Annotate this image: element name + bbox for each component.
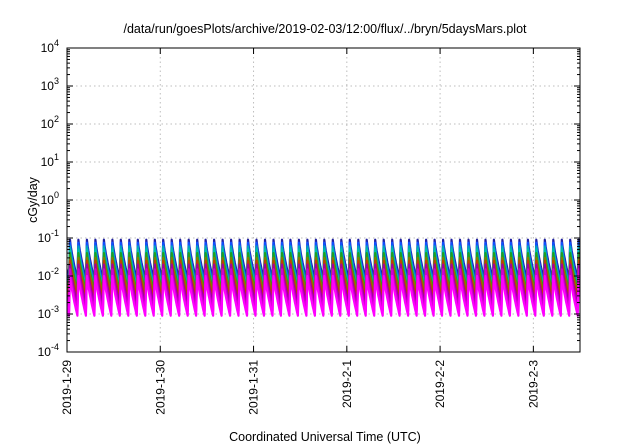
y-tick-exponent: 0 <box>54 190 59 200</box>
series-layer <box>67 238 580 317</box>
y-tick-mantissa: 10 <box>41 41 55 55</box>
y-tick-mantissa: 10 <box>41 155 55 169</box>
series-line <box>67 263 580 306</box>
y-tick-label: 102 <box>41 114 59 131</box>
x-tick-label: 2019-2-2 <box>433 360 447 408</box>
y-tick-mantissa: 10 <box>38 345 52 359</box>
x-tick-label: 2019-2-1 <box>340 360 354 408</box>
y-tick-mantissa: 10 <box>38 269 52 283</box>
y-tick-exponent: -3 <box>51 304 59 314</box>
y-tick-label: 104 <box>41 38 59 55</box>
x-tick-label: 2019-1-29 <box>60 360 74 415</box>
y-tick-label: 10-1 <box>38 228 59 245</box>
y-tick-label: 10-2 <box>38 266 59 283</box>
x-tick-label: 2019-1-30 <box>153 360 167 415</box>
y-tick-exponent: 3 <box>54 76 59 86</box>
y-tick-label: 103 <box>41 76 59 93</box>
x-tick-label: 2019-2-3 <box>526 360 540 408</box>
y-tick-label: 101 <box>41 152 59 169</box>
y-tick-exponent: -2 <box>51 266 59 276</box>
chart-title: /data/run/goesPlots/archive/2019-02-03/1… <box>123 22 527 36</box>
x-axis: 2019-1-29 2019-1-30 2019-1-31 2019-2-1 2019-… <box>60 48 540 415</box>
series-line <box>67 274 580 317</box>
y-tick-mantissa: 10 <box>38 307 52 321</box>
y-axis-label: cGy/day <box>26 176 40 223</box>
y-tick-mantissa: 10 <box>41 79 55 93</box>
y-tick-label: 100 <box>41 190 59 207</box>
y-tick-mantissa: 10 <box>38 231 52 245</box>
y-tick-exponent: 4 <box>54 38 59 48</box>
y-tick-mantissa: 10 <box>41 193 55 207</box>
y-tick-label: 10-4 <box>38 342 59 359</box>
y-tick-mantissa: 10 <box>41 117 55 131</box>
y-tick-exponent: -4 <box>51 342 59 352</box>
y-tick-exponent: 1 <box>54 152 59 162</box>
x-tick-label: 2019-1-31 <box>247 360 261 415</box>
x-axis-label: Coordinated Universal Time (UTC) <box>229 430 421 444</box>
y-tick-label: 10-3 <box>38 304 59 321</box>
y-tick-exponent: 2 <box>54 114 59 124</box>
y-tick-exponent: -1 <box>51 228 59 238</box>
